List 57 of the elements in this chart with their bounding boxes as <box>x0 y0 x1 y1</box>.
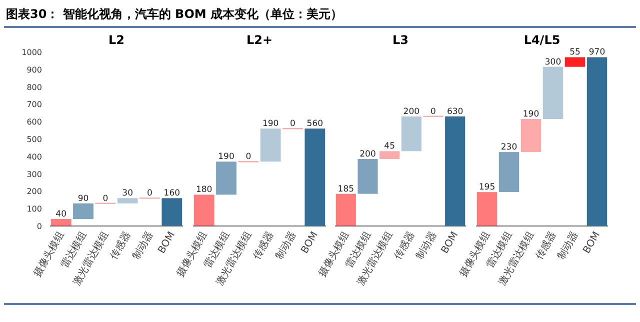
data-label: 190 <box>262 119 279 130</box>
data-label: 630 <box>446 106 464 117</box>
y-tick-label: 200 <box>26 187 42 196</box>
data-label: 0 <box>102 194 108 204</box>
bar <box>445 116 466 226</box>
data-label: 180 <box>196 185 212 196</box>
chart-title: L4/L5 <box>524 33 560 47</box>
bar <box>401 116 422 152</box>
data-label: 45 <box>384 142 395 152</box>
y-tick-label: 400 <box>26 152 42 162</box>
bar <box>586 57 608 226</box>
data-label: 90 <box>78 194 89 204</box>
bar <box>162 198 182 226</box>
x-tick-label: 制动器 <box>555 230 581 262</box>
data-label: 560 <box>306 119 324 130</box>
data-label: 230 <box>500 142 518 153</box>
data-label: 40 <box>56 210 66 220</box>
data-label: 0 <box>430 106 436 117</box>
data-label: 300 <box>544 57 562 68</box>
y-tick-label: 1000 <box>22 48 42 57</box>
data-label: 30 <box>122 188 133 199</box>
chart-title: L2+ <box>246 33 273 47</box>
bar <box>117 198 138 204</box>
y-tick-label: 300 <box>26 170 42 179</box>
data-label: 0 <box>290 119 296 130</box>
data-label: 970 <box>588 48 606 58</box>
chart-title: L3 <box>392 33 408 47</box>
text: 图表30： 智能化视角，汽车的 BOM 成本变化（单位：美元） <box>6 7 343 21</box>
data-label: 0 <box>147 188 152 199</box>
data-label: 160 <box>164 188 180 199</box>
chart-title: L2 <box>108 33 124 47</box>
y-tick-label: 800 <box>26 82 42 92</box>
data-label: 0 <box>246 152 252 162</box>
y-tick-label: 900 <box>26 65 42 74</box>
bar <box>542 66 564 119</box>
y-tick-label: 500 <box>26 135 42 144</box>
bar <box>336 194 356 226</box>
data-label: 190 <box>218 152 234 162</box>
bar <box>476 192 498 226</box>
data-label: 55 <box>570 48 580 58</box>
bar <box>50 219 72 226</box>
bar <box>520 118 542 152</box>
data-label: 200 <box>403 106 420 117</box>
data-label: 195 <box>478 182 496 193</box>
data-label: 190 <box>522 109 540 120</box>
data-label: 200 <box>360 150 376 160</box>
bar <box>73 203 94 220</box>
data-label: 185 <box>338 184 354 194</box>
bar <box>564 57 586 67</box>
bar <box>358 159 378 194</box>
y-tick-label: 600 <box>26 118 42 127</box>
bar <box>380 151 400 160</box>
y-tick-label: 0 <box>36 222 42 231</box>
x-tick-label: 制动器 <box>413 230 439 262</box>
y-tick-label: 700 <box>26 100 42 110</box>
bar <box>498 152 520 192</box>
y-tick-label: 100 <box>26 204 42 214</box>
